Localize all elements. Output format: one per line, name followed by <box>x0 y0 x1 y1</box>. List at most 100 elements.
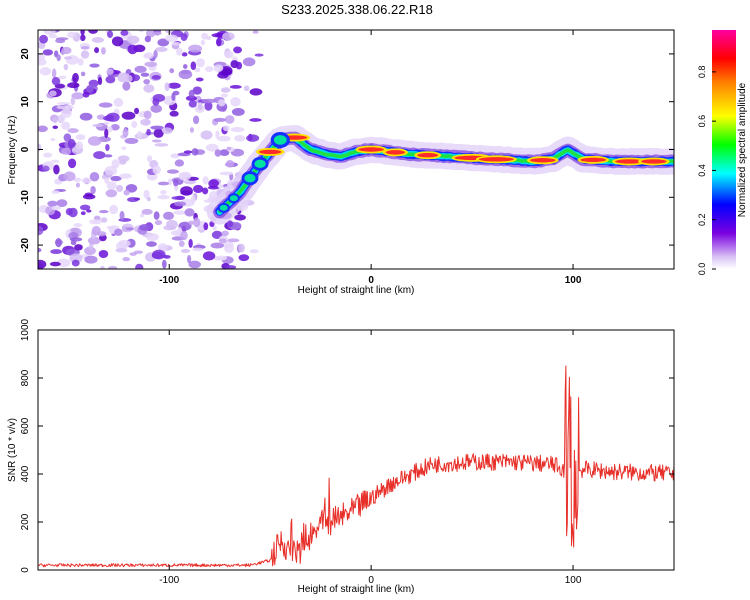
spectrogram-noise-cell <box>122 128 129 138</box>
colorbar-ticks: 0.0 0.2 0.4 0.6 0.8 <box>697 66 716 275</box>
spectrogram-noise-cell <box>61 46 72 55</box>
spectrogram-noise-cell <box>101 47 106 55</box>
spectrogram-noise-cell <box>55 238 62 248</box>
spectrogram-noise-cell <box>190 195 196 204</box>
spectrogram-noise-cell <box>202 176 209 185</box>
spectrogram-noise-cell <box>172 178 179 187</box>
spectrogram-noise-cell <box>151 139 162 143</box>
spectrogram-noise-cell <box>50 249 63 255</box>
spectrogram-noise-cell <box>138 30 144 33</box>
spectrogram-noise-cell <box>222 125 230 132</box>
spectrogram-noise-cell <box>144 35 151 43</box>
spectrogram-noise-cell <box>143 189 150 199</box>
spectrogram-noise-cell <box>150 125 164 130</box>
spectrogram-noise-cell <box>224 50 234 59</box>
spectrogram-noise-cell <box>205 66 214 72</box>
colorbar-tick-label: 0.6 <box>697 115 707 128</box>
spectrogram-noise-cell <box>188 44 203 53</box>
spectrogram-noise-cell <box>121 146 127 150</box>
spectrogram-noise-cell <box>212 225 217 231</box>
snr-x-tick-label: 100 <box>565 575 582 586</box>
spectrogram-noise-cell <box>89 171 100 182</box>
spectrogram-noise-cell <box>111 36 124 47</box>
spectrogram-noise-cell <box>206 35 212 41</box>
colorbar: 0.0 0.2 0.4 0.6 0.8 Normalized spectral ampl… <box>697 30 748 275</box>
spectrogram-noise-cell <box>111 159 120 169</box>
ridge-hotspot <box>529 158 556 163</box>
spectrogram-noise-cell <box>249 118 262 122</box>
spectrogram-noise-cell <box>150 104 162 113</box>
spectrogram-noise-cell <box>188 260 201 269</box>
spectrogram-noise-cell <box>75 182 80 188</box>
spectrogram-noise-cell <box>233 46 243 54</box>
snr-y-tick-label: 800 <box>20 369 31 386</box>
spectrogram-noise-cell <box>87 236 101 245</box>
spectrogram-noise-cell <box>143 110 152 120</box>
spectrogram-noise-cell <box>249 88 263 96</box>
snr-x-ticks: -100 0 100 <box>159 330 582 586</box>
spectrogram-noise-cell <box>242 57 256 67</box>
ridge-blob-core <box>229 195 238 202</box>
spectrogram-noise-cell <box>105 143 110 152</box>
spectrogram-noise-cell <box>151 75 161 80</box>
spectrogram-noise-cell <box>144 61 158 67</box>
spectrogram-y-ticks: -20 -10 0 10 20 <box>20 48 674 252</box>
spectrogram-noise-cell <box>104 128 109 138</box>
spectrogram-noise-cell <box>224 115 235 124</box>
spectrogram-noise-cell <box>39 34 48 44</box>
spectrogram-noise-cell <box>164 82 170 92</box>
spectrogram-noise-cell <box>42 165 50 172</box>
spectrogram-noise-cell <box>106 30 114 38</box>
spectrogram-noise-cell <box>89 219 103 225</box>
spectrogram-noise-cell <box>180 33 188 42</box>
spectrogram-noise-cell <box>103 154 113 158</box>
spectrogram-noise-cell <box>72 72 79 83</box>
spectrogram-noise-cell <box>254 53 264 57</box>
spectrogram-noise-cell <box>100 265 105 269</box>
spectrogram-noise-cell <box>202 187 209 195</box>
spectrogram-noise-cell <box>179 171 192 181</box>
spectrogram-noise-cell <box>51 190 60 194</box>
spectrogram-noise-cell <box>225 159 235 168</box>
spectrogram-noise-cell <box>86 85 94 93</box>
spectrogram-noise-cell <box>127 44 138 55</box>
spectrogram-noise-cell <box>145 233 160 241</box>
spectrogram-y-tick-label: 20 <box>20 48 31 60</box>
spectrogram-noise-cell <box>167 82 181 89</box>
spectrogram-noise-cell <box>176 47 183 56</box>
spectrogram-noise-cell <box>210 242 225 249</box>
snr-y-tick-label: 200 <box>20 513 31 530</box>
spectrogram-noise-cell <box>75 141 83 150</box>
spectrogram-noise-cell <box>180 230 188 241</box>
spectrogram-noise-cell <box>79 112 93 121</box>
ridge-hotspot <box>615 159 644 164</box>
spectrogram-noise-cell <box>229 85 242 89</box>
spectrogram-noise-cell <box>208 179 220 188</box>
spectrogram-noise-cell <box>89 63 100 68</box>
spectrogram-noise-cell <box>61 121 71 130</box>
spectrogram-noise-cell <box>222 32 235 41</box>
spectrogram-noise-cell <box>98 102 113 108</box>
spectrogram-noise-cell <box>220 93 228 98</box>
spectrogram-noise-cell <box>166 169 179 174</box>
spectrogram-noise-cell <box>157 181 170 186</box>
spectrogram-noise-cell <box>58 115 66 123</box>
spectrogram-noise-cell <box>93 151 106 160</box>
spectrogram-noise-cell <box>84 255 98 264</box>
spectrogram-noise-cell <box>143 54 149 59</box>
spectrogram-noise-cell <box>105 189 118 198</box>
spectrogram-noise-cell <box>194 67 201 73</box>
spectrogram-noise-cell <box>126 74 133 83</box>
spectrogram-noise-cell <box>56 199 68 207</box>
spectrogram-noise-cell <box>49 261 61 267</box>
spectrogram-noise-cell <box>91 36 105 43</box>
spectrogram-noise-cell <box>119 159 127 165</box>
spectrogram-noise-cell <box>213 64 224 72</box>
spectrogram-noise-cell <box>67 128 79 134</box>
spectrogram-noise-cell <box>38 259 47 269</box>
spectrogram-noise-cell <box>190 61 197 71</box>
spectrogram-noise-cell <box>183 150 193 154</box>
ridge-hotspot <box>417 153 439 158</box>
spectrogram-noise-cell <box>204 101 213 111</box>
